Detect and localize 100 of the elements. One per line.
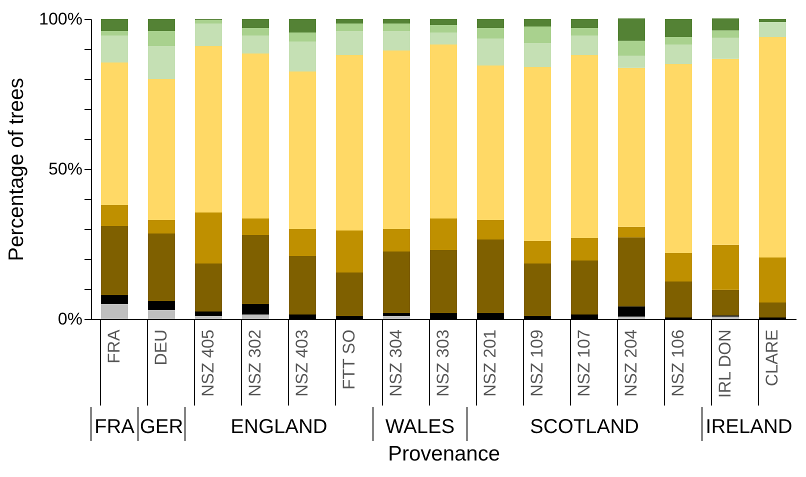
bar [759,258,786,302]
bar [195,312,222,316]
bar [383,229,410,252]
bar [383,31,410,50]
bar [712,38,739,59]
bar [665,44,692,64]
bar [665,37,692,44]
bar [618,306,645,317]
x-tick-label: FTT SO [340,330,358,390]
bar [289,256,316,314]
bar [430,32,457,44]
bar [195,20,222,24]
bar [712,30,739,38]
bar [571,36,598,55]
bar [477,220,504,240]
bar [759,37,786,258]
bar [242,235,269,304]
x-axis-title: Provenance [388,442,500,466]
bar [242,36,269,54]
bar [289,19,316,32]
bar [665,282,692,318]
bar [195,316,222,319]
bar [195,46,222,212]
bar [477,19,504,28]
bar [148,310,175,319]
x-tick-label: NSZ 107 [574,330,594,397]
bar [477,240,504,313]
bar [101,36,128,62]
x-tick-label: DEU [152,330,170,366]
bar [336,55,363,230]
bar [524,67,551,241]
bar [430,19,457,25]
bar [712,58,739,245]
bar [242,218,269,235]
bar [148,19,175,31]
bar [289,229,316,256]
text: ENGLAND [230,416,328,438]
bar [665,19,692,37]
bar [242,314,269,319]
bar [571,19,598,28]
bar [524,264,551,316]
bar [101,62,128,205]
bar [759,22,786,37]
bar [242,304,269,314]
bar [524,26,551,43]
bar [430,250,457,313]
bar [383,316,410,319]
bar [524,43,551,67]
bar [148,46,175,79]
bar [524,241,551,264]
bar [477,66,504,220]
bar [571,28,598,36]
bar [430,25,457,32]
bar [195,24,222,46]
bar [618,226,645,238]
x-tick-label: NSZ 204 [622,330,640,397]
bar [477,28,504,38]
y-tick-label: 0% [58,310,82,328]
bar [477,38,504,66]
bar [571,55,598,238]
bar [101,31,128,36]
bar [618,237,645,306]
bar [148,31,175,46]
bar [336,24,363,31]
bar [383,50,410,229]
bar [148,301,175,310]
bar [430,44,457,218]
x-tick-label: NSZ 109 [528,330,546,397]
bar [618,68,645,227]
x-tick-label: NSZ 304 [386,330,406,397]
bar [242,54,269,218]
bar [289,32,316,42]
bar [665,64,692,253]
x-tick-label: CLARE [762,330,782,386]
bar [665,253,692,282]
y-axis-title: Percentage of trees [5,78,28,262]
bar [148,234,175,301]
y-tick-label: 100% [39,10,82,28]
text: IRELAND [706,416,792,438]
bar [618,40,645,56]
x-tick-label: NSZ 405 [198,330,218,397]
bar [383,19,410,24]
bar [571,260,598,314]
bar [148,79,175,220]
bar [101,19,128,31]
bar [524,19,551,26]
bar [195,264,222,312]
text: WALES [385,416,455,438]
bar [289,42,316,72]
bar [101,205,128,226]
bar [383,252,410,313]
bar [618,56,645,68]
bar [242,28,269,36]
text: SCOTLAND [530,416,639,438]
x-tick-label: NSZ 302 [246,330,264,397]
bar [336,31,363,55]
bar [242,19,269,28]
x-tick-label: NSZ 403 [292,330,312,397]
bar [712,18,739,30]
bar [101,226,128,295]
